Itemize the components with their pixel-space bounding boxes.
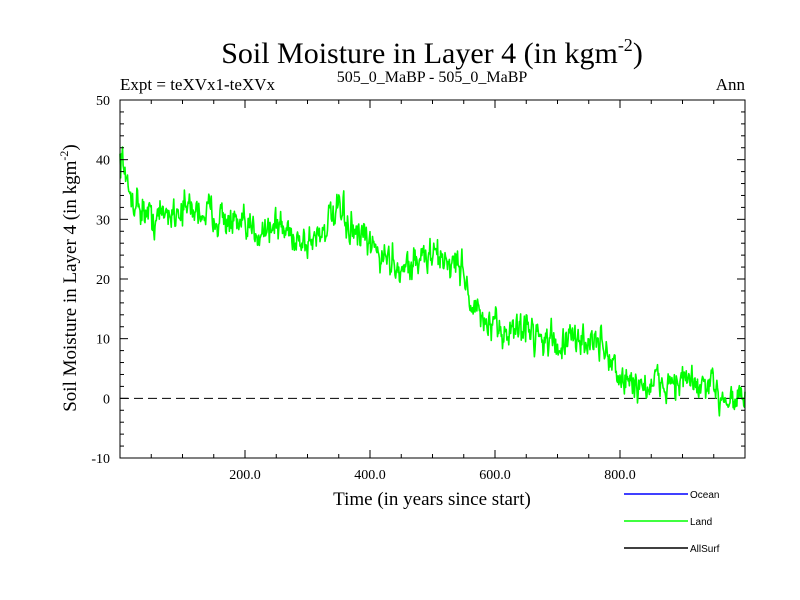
legend-label-land: Land	[690, 517, 712, 528]
y-tick-label: 20	[96, 273, 110, 288]
series-line-land	[119, 146, 746, 417]
chart-title: Soil Moisture in Layer 4 (in kgm-2)	[221, 35, 643, 70]
subtitle-center: 505_0_MaBP - 505_0_MaBP	[337, 69, 528, 86]
plot-area	[119, 99, 746, 459]
y-axis-label-close: )	[60, 144, 81, 150]
y-tick-label: 50	[96, 94, 110, 109]
plot-frame	[119, 99, 746, 459]
subtitle-right: Ann	[716, 75, 746, 94]
y-axis-label-main: Soil Moisture in Layer 4 (in kgm	[60, 160, 81, 411]
chart-title-superscript: -2	[618, 35, 633, 55]
y-tick-label: 40	[96, 154, 110, 169]
x-tick-label: 600.0	[479, 468, 511, 483]
x-tick-label: 200.0	[229, 468, 261, 483]
y-axis-label: Soil Moisture in Layer 4 (in kgm-2)	[57, 144, 81, 412]
y-axis-label-superscript: -2	[57, 151, 71, 161]
legend-label-allsurf: AllSurf	[690, 544, 720, 555]
y-tick-label: 10	[96, 333, 110, 348]
x-tick-label: 800.0	[604, 468, 636, 483]
x-axis-label: Time (in years since start)	[333, 489, 531, 510]
x-tick-label: 400.0	[354, 468, 386, 483]
legend: Ocean Land AllSurf	[624, 490, 720, 555]
y-tick-label: 30	[96, 213, 110, 228]
y-tick-label: -10	[91, 452, 110, 467]
legend-label-ocean: Ocean	[690, 490, 719, 501]
chart-title-close: )	[633, 37, 643, 70]
subtitle-left: Expt = teXVx1-teXVx	[120, 75, 276, 94]
axis-ticks: 200.0 400.0 600.0 800.0 -10 0 10 20 30 40 50	[91, 94, 745, 483]
y-tick-label: 0	[103, 392, 110, 407]
chart-title-main: Soil Moisture in Layer 4 (in kgm	[221, 37, 618, 70]
